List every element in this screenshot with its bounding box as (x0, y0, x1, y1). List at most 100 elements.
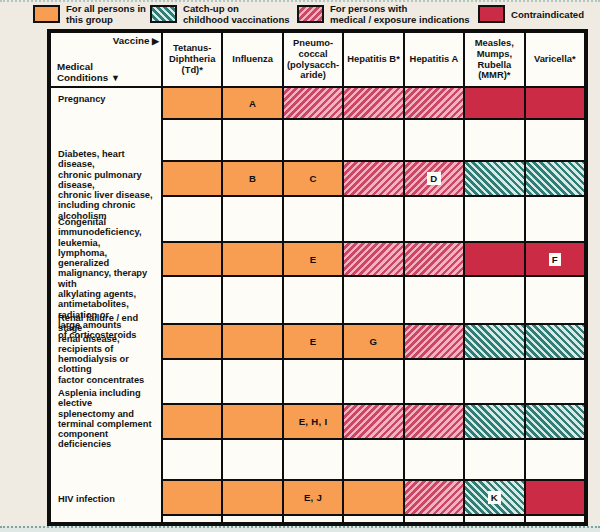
spacer-cell (526, 360, 584, 403)
spacer-cell (526, 440, 584, 479)
vaccine-cell (405, 243, 463, 275)
spacer-cell (526, 516, 584, 522)
spacer-cell (223, 440, 281, 479)
spacer-cell (405, 440, 463, 479)
spacer-cell (223, 197, 281, 241)
spacer-cell (284, 360, 342, 403)
legend-item-label: Catch-up on childhood vaccinations (183, 3, 290, 25)
spacer-cell (223, 277, 281, 323)
spacer-cell (163, 277, 221, 323)
legend-swatch-red-icon (478, 5, 505, 23)
condition-label: Pregnancy (58, 94, 158, 104)
cell-note: E, H, I (299, 416, 328, 427)
vaccine-cell (526, 88, 584, 118)
cell-note: G (370, 336, 378, 347)
vaccine-cell (526, 481, 584, 514)
vaccine-cell: E, J (284, 481, 342, 514)
conditions-label-line2: Conditions (57, 72, 108, 83)
vaccine-cell (344, 88, 402, 118)
vaccine-cell: A (223, 88, 281, 118)
column-header: Measles, Mumps, Rubella (MMR)* (465, 33, 523, 86)
vaccine-cell (465, 162, 523, 195)
spacer-cell (344, 120, 402, 160)
legend-swatch-teal-icon (150, 5, 177, 23)
spacer-cell (526, 197, 584, 241)
spacer-cell (344, 516, 402, 522)
spacer-cell (223, 120, 281, 160)
vaccine-cell: G (344, 325, 402, 358)
vaccine-cell: E, H, I (284, 405, 342, 438)
vaccine-cell (163, 243, 221, 275)
vaccine-cell (465, 243, 523, 275)
spacer-cell (405, 277, 463, 323)
condition-label: HIV infection (58, 494, 158, 504)
vaccine-cell (405, 88, 463, 118)
vaccine-cell (344, 243, 402, 275)
spacer-cell (163, 360, 221, 403)
cell-note: E (310, 336, 317, 347)
spacer-cell (465, 440, 523, 479)
legend-swatch-orange-icon (33, 5, 60, 23)
legend-swatch-pink-icon (297, 5, 324, 23)
down-arrow-icon: ▼ (111, 73, 119, 83)
vaccine-cell (405, 405, 463, 438)
cell-note: A (249, 98, 256, 109)
spacer-cell (344, 197, 402, 241)
spacer-cell (526, 120, 584, 160)
vaccine-cell: E (284, 325, 342, 358)
spacer-cell (344, 360, 402, 403)
cell-note: C (309, 173, 316, 184)
spacer-cell (284, 120, 342, 160)
legend-item-catch-up-childhood: Catch-up on childhood vaccinations (150, 1, 290, 27)
conditions-axis-label: Medical Conditions ▼ (57, 61, 158, 84)
spacer-cell (405, 120, 463, 160)
column-header: Influenza (223, 33, 281, 86)
vaccine-cell (465, 88, 523, 118)
cell-note: E, J (304, 492, 322, 503)
cell-note: F (549, 253, 561, 266)
spacer-cell (465, 516, 523, 522)
legend-item-contraindicated: Contraindicated (478, 1, 584, 27)
vaccine-cell: E (284, 243, 342, 275)
vaccine-cell (223, 243, 281, 275)
column-header: Pneumo- coccal (polysacch- aride) (284, 33, 342, 86)
vaccine-cell: K (465, 481, 523, 514)
column-header: Hepatitis B* (344, 33, 402, 86)
scan-artifact-strip (0, 526, 600, 532)
spacer-cell (465, 277, 523, 323)
column-header: Varicella* (526, 33, 584, 86)
vaccine-cell (223, 325, 281, 358)
spacer-cell (223, 360, 281, 403)
vaccine-conditions-table: Vaccine ▶ Medical Conditions ▼ Pregnancy… (47, 29, 588, 526)
vaccine-schedule-scan: For all persons in this groupCatch-up on… (0, 0, 600, 532)
spacer-cell (405, 516, 463, 522)
vaccine-cell: D (405, 162, 463, 195)
condition-label: Diabetes, heart disease, chronic pulmona… (58, 149, 158, 221)
vaccine-cell (163, 162, 221, 195)
spacer-cell (284, 440, 342, 479)
spacer-cell (163, 120, 221, 160)
cell-note: D (427, 172, 440, 185)
vaccine-cell (526, 405, 584, 438)
vaccine-cell (163, 481, 221, 514)
spacer-cell (526, 277, 584, 323)
legend-item-label: For persons with medical / exposure indi… (330, 3, 470, 25)
vaccine-cell: C (284, 162, 342, 195)
conditions-label-line1: Medical (57, 61, 93, 72)
vaccine-cell (465, 325, 523, 358)
spacer-cell (405, 197, 463, 241)
spacer-cell (163, 197, 221, 241)
vaccine-cell: B (223, 162, 281, 195)
spacer-cell (284, 197, 342, 241)
cell-note: B (249, 173, 256, 184)
vaccine-cell (526, 325, 584, 358)
spacer-cell (284, 277, 342, 323)
vaccine-cell (465, 405, 523, 438)
spacer-cell (344, 277, 402, 323)
vaccine-cell (344, 481, 402, 514)
right-arrow-icon: ▶ (152, 36, 158, 46)
spacer-cell (163, 516, 221, 522)
spacer-cell (465, 120, 523, 160)
vaccine-cell (405, 481, 463, 514)
vaccine-cell (405, 325, 463, 358)
